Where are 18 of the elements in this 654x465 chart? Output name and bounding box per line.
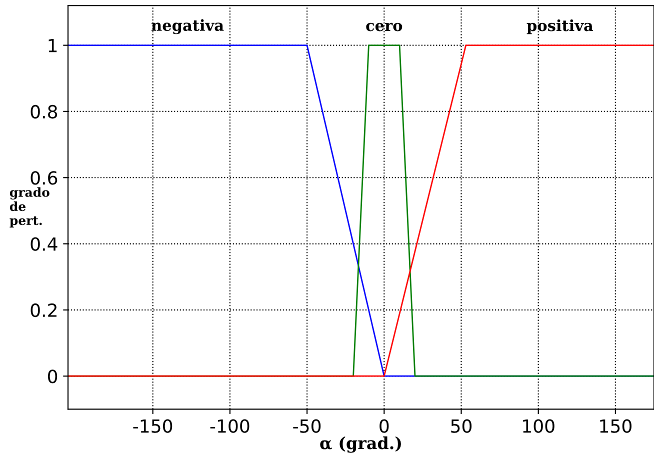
y-axis-title: grado de pert.: [10, 187, 50, 228]
x-tick-label: -150: [133, 419, 172, 433]
y-tick-label: 0.6: [30, 171, 58, 185]
y-tick-label: 0.4: [30, 237, 58, 251]
y-tick-label: 1: [48, 38, 57, 52]
x-tick-label: 100: [523, 419, 554, 433]
x-tick-label: 50: [451, 419, 472, 433]
x-tick-label: -50: [293, 419, 321, 433]
x-axis-title: α (grad.): [320, 436, 401, 453]
x-tick-label: 0: [380, 419, 389, 433]
series-label: cero: [366, 22, 402, 32]
y-tick-label: 0.8: [30, 104, 58, 119]
series-label: positiva: [526, 19, 594, 34]
y-tick-label: 0: [48, 370, 58, 384]
y-tick-label: 0.2: [30, 303, 56, 318]
x-tick-label: -100: [210, 419, 250, 433]
x-tick-label: 150: [600, 419, 632, 433]
series-label: negativa: [152, 19, 224, 34]
